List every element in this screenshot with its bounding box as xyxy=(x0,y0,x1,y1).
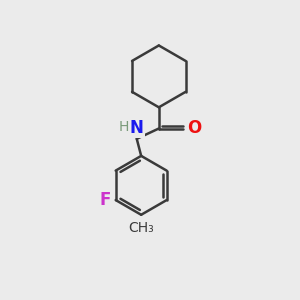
Text: H: H xyxy=(118,119,128,134)
Text: O: O xyxy=(188,119,202,137)
Text: CH₃: CH₃ xyxy=(128,221,154,235)
Text: F: F xyxy=(100,191,111,209)
Text: N: N xyxy=(130,119,144,137)
